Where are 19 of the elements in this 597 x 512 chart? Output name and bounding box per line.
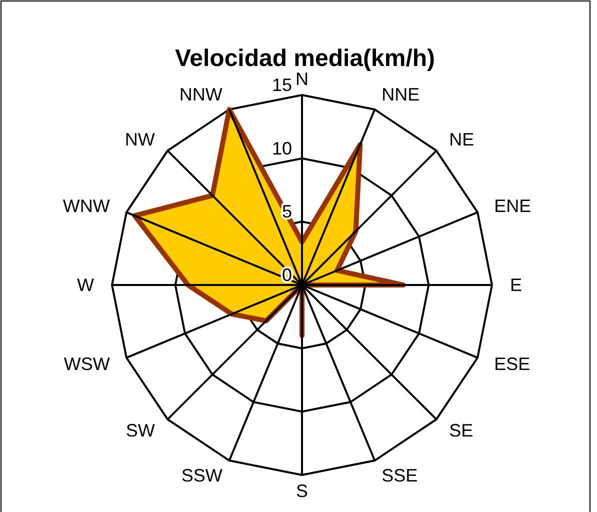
- spoke-label: NNW: [179, 84, 222, 105]
- spoke-label: WNW: [62, 196, 110, 216]
- spoke-label: NNE: [382, 84, 420, 105]
- spoke-label: ENE: [494, 196, 532, 216]
- spoke-label: W: [77, 275, 94, 295]
- y-tick-label: 10: [272, 138, 292, 158]
- spoke-label: SSW: [181, 465, 222, 486]
- spoke-label: NE: [449, 129, 474, 150]
- spoke-label: WSW: [64, 354, 110, 374]
- spoke-label: NW: [124, 129, 155, 150]
- chart-title: Velocidad media(km/h): [174, 45, 436, 72]
- spoke-label: S: [296, 481, 308, 501]
- spoke-label: ESE: [494, 354, 530, 374]
- spoke-label: E: [510, 275, 522, 295]
- spoke-label: SW: [126, 420, 155, 441]
- y-tick-label: 15: [272, 75, 292, 95]
- spoke-label: SSE: [382, 465, 418, 486]
- spoke-label: N: [296, 69, 308, 89]
- spoke-label: SE: [449, 420, 474, 441]
